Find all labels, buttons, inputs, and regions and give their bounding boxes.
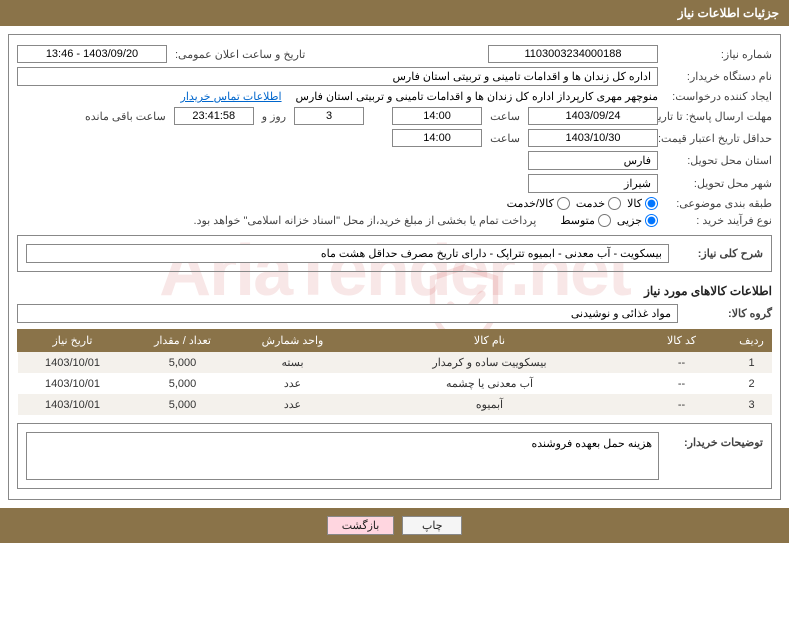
buyer-org-label: نام دستگاه خریدار: — [662, 70, 772, 83]
table-cell: 5,000 — [128, 394, 238, 415]
remain-between: روز و — [258, 110, 290, 123]
category-both-label: کالا/خدمت — [507, 197, 554, 210]
buyer-org-value: اداره کل زندان ها و اقدامات تامینی و ترب… — [17, 67, 658, 86]
validity-label: حداقل تاریخ اعتبار قیمت: تا تاریخ: — [662, 132, 772, 145]
panel-header: جزئیات اطلاعات نیاز — [0, 0, 789, 26]
items-col-5: تاریخ نیاز — [18, 330, 128, 352]
process-small-option[interactable]: جزیی — [617, 214, 658, 227]
items-col-3: واحد شمارش — [238, 330, 348, 352]
category-service-radio[interactable] — [608, 197, 621, 210]
group-value: مواد غذائی و نوشیدنی — [17, 304, 678, 323]
deadline-date: 1403/09/24 — [528, 107, 658, 125]
province-value: فارس — [528, 151, 658, 170]
summary-label: شرح کلی نیاز: — [673, 247, 763, 260]
print-button[interactable]: چاپ — [402, 516, 462, 535]
process-note: پرداخت تمام یا بخشی از مبلغ خرید،از محل … — [194, 214, 537, 227]
table-row: 1--بیسکوییت ساده و کرمداربسته5,0001403/1… — [18, 352, 772, 374]
table-cell: 1403/10/01 — [18, 394, 128, 415]
buyer-contact-link[interactable]: اطلاعات تماس خریدار — [181, 90, 282, 103]
time-label-2: ساعت — [486, 132, 524, 145]
table-cell: -- — [632, 352, 732, 374]
table-cell: آب معدنی یا چشمه — [348, 373, 632, 394]
remain-time: 23:41:58 — [174, 107, 254, 125]
buyer-notes-label: توضیحات خریدار: — [663, 432, 763, 449]
table-cell: آبمیوه — [348, 394, 632, 415]
announce-label: تاریخ و ساعت اعلان عمومی: — [171, 48, 305, 61]
province-label: استان محل تحویل: — [662, 154, 772, 167]
category-goods-label: کالا — [627, 197, 642, 210]
items-header-row: ردیفکد کالانام کالاواحد شمارشتعداد / مقد… — [18, 330, 772, 352]
process-medium-radio[interactable] — [598, 214, 611, 227]
goods-section-title: اطلاعات کالاهای مورد نیاز — [17, 278, 772, 302]
items-col-2: نام کالا — [348, 330, 632, 352]
table-cell: 1403/10/01 — [18, 352, 128, 374]
process-medium-label: متوسط — [560, 214, 595, 227]
table-cell: 1 — [732, 352, 772, 374]
table-cell: -- — [632, 373, 732, 394]
category-service-option[interactable]: خدمت — [576, 197, 621, 210]
back-button[interactable]: بازگشت — [327, 516, 395, 535]
process-small-radio[interactable] — [645, 214, 658, 227]
table-cell: 5,000 — [128, 373, 238, 394]
items-col-1: کد کالا — [632, 330, 732, 352]
items-col-4: تعداد / مقدار — [128, 330, 238, 352]
table-row: 2--آب معدنی یا چشمهعدد5,0001403/10/01 — [18, 373, 772, 394]
table-cell: عدد — [238, 373, 348, 394]
process-small-label: جزیی — [617, 214, 642, 227]
items-table: ردیفکد کالانام کالاواحد شمارشتعداد / مقد… — [17, 329, 772, 415]
table-cell: عدد — [238, 394, 348, 415]
category-both-option[interactable]: کالا/خدمت — [507, 197, 570, 210]
group-label: گروه کالا: — [682, 307, 772, 320]
table-row: 3--آبمیوهعدد5,0001403/10/01 — [18, 394, 772, 415]
table-cell: 3 — [732, 394, 772, 415]
table-cell: 2 — [732, 373, 772, 394]
city-label: شهر محل تحویل: — [662, 177, 772, 190]
table-cell: 1403/10/01 — [18, 373, 128, 394]
need-no-value: 1103003234000188 — [488, 45, 658, 63]
table-cell: -- — [632, 394, 732, 415]
category-label: طبقه بندی موضوعی: — [662, 197, 772, 210]
table-cell: بسته — [238, 352, 348, 374]
deadline-time: 14:00 — [392, 107, 482, 125]
category-goods-option[interactable]: کالا — [627, 197, 658, 210]
summary-box: شرح کلی نیاز: بیسکویت - آب معدنی - ابمیو… — [17, 235, 772, 272]
creator-value: منوچهر مهری کارپرداز اداره کل زندان ها و… — [296, 90, 658, 103]
category-goods-radio[interactable] — [645, 197, 658, 210]
deadline-label: مهلت ارسال پاسخ: تا تاریخ: — [662, 110, 772, 123]
city-value: شیراز — [528, 174, 658, 193]
main-form-box: شماره نیاز: 1103003234000188 تاریخ و ساع… — [8, 34, 781, 500]
process-label: نوع فرآیند خرید : — [662, 214, 772, 227]
need-no-label: شماره نیاز: — [662, 48, 772, 61]
validity-time: 14:00 — [392, 129, 482, 147]
table-cell: 5,000 — [128, 352, 238, 374]
category-both-radio[interactable] — [557, 197, 570, 210]
announce-value: 1403/09/20 - 13:46 — [17, 45, 167, 63]
footer-bar: چاپ بازگشت — [0, 508, 789, 543]
category-service-label: خدمت — [576, 197, 605, 210]
summary-value: بیسکویت - آب معدنی - ابمیوه تتراپک - دار… — [26, 244, 669, 263]
buyer-notes-value: هزینه حمل بعهده فروشنده — [26, 432, 659, 480]
process-medium-option[interactable]: متوسط — [560, 214, 611, 227]
remain-days: 3 — [294, 107, 364, 125]
creator-label: ایجاد کننده درخواست: — [662, 90, 772, 103]
validity-date: 1403/10/30 — [528, 129, 658, 147]
time-label-1: ساعت — [486, 110, 524, 123]
remain-suffix: ساعت باقی مانده — [81, 110, 170, 123]
items-col-0: ردیف — [732, 330, 772, 352]
table-cell: بیسکوییت ساده و کرمدار — [348, 352, 632, 374]
